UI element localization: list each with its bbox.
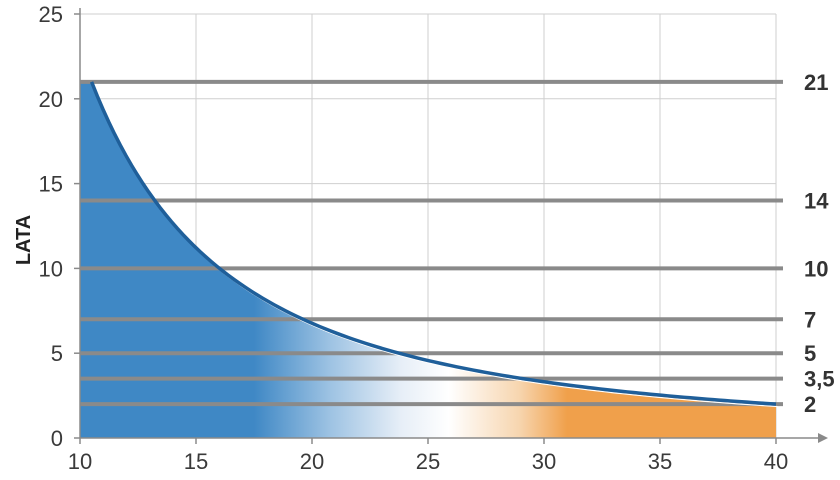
y-tick-label: 25 xyxy=(39,2,63,27)
x-tick-label: 40 xyxy=(764,449,788,474)
y-tick-label: 10 xyxy=(39,256,63,281)
y-tick-labels: 0 5 10 15 20 25 xyxy=(39,2,63,451)
reference-lines xyxy=(80,79,783,407)
reference-label-1: 14 xyxy=(804,189,829,214)
reference-label-2: 10 xyxy=(804,256,828,281)
axes xyxy=(74,8,828,444)
data-curve xyxy=(89,81,777,406)
reference-label-4: 5 xyxy=(804,341,816,366)
x-tick-label: 30 xyxy=(532,449,556,474)
x-tick-label: 25 xyxy=(416,449,440,474)
reference-labels: 21 14 10 7 53,52 xyxy=(804,70,835,417)
y-axis-label: LATA xyxy=(13,215,35,265)
reference-label-0: 21 xyxy=(804,70,828,95)
reference-label-5: 3,5 xyxy=(804,367,835,392)
reference-label-6: 2 xyxy=(804,392,816,417)
x-axis-arrow xyxy=(818,433,828,443)
x-tick-label: 35 xyxy=(648,449,672,474)
y-tick-label: 20 xyxy=(39,87,63,112)
y-tick-label: 0 xyxy=(51,426,63,451)
x-tick-label: 10 xyxy=(68,449,92,474)
x-tick-label: 15 xyxy=(184,449,208,474)
y-tick-label: 15 xyxy=(39,172,63,197)
reference-label-3: 7 xyxy=(804,307,816,332)
area-fill xyxy=(80,81,776,438)
x-tick-label: 20 xyxy=(300,449,324,474)
x-tick-labels: 10 15 20 25 30 35 40 xyxy=(68,449,788,474)
y-tick-label: 5 xyxy=(51,341,63,366)
